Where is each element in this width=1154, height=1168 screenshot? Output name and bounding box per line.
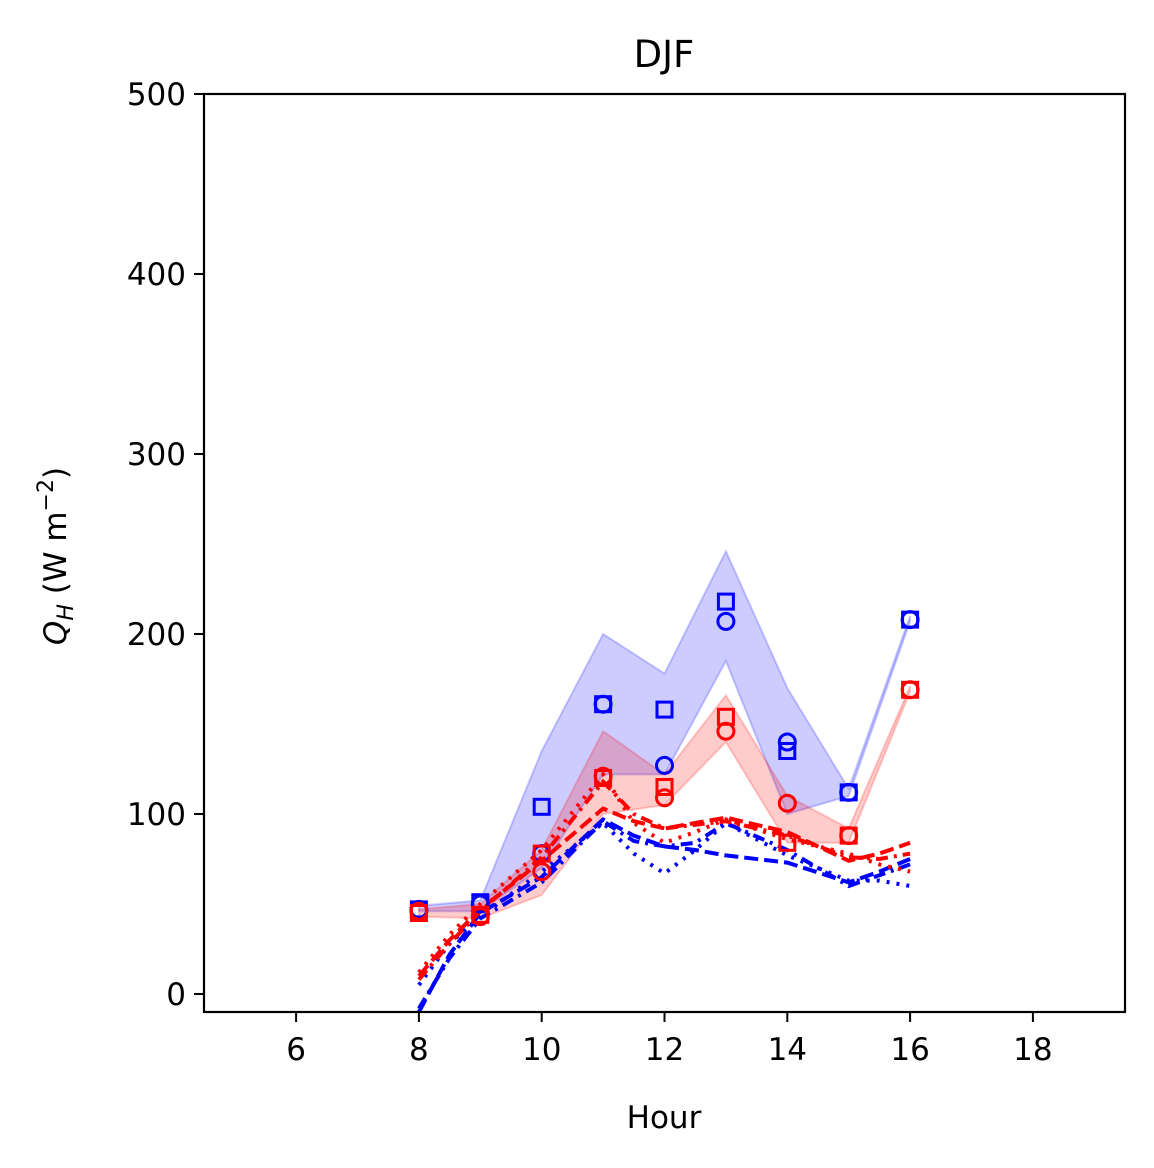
x-tick-label: 6: [286, 1032, 306, 1068]
square-marker: [778, 742, 797, 760]
square-marker: [716, 707, 735, 726]
square-marker: [655, 700, 674, 719]
square-marker: [532, 797, 551, 816]
uncertainty-band-1: [417, 548, 912, 913]
circle-marker: [655, 788, 674, 808]
square-marker: [655, 778, 674, 796]
square-marker: [901, 610, 920, 629]
x-axis-ticks: 6 8 10 12 14 16 18: [286, 1012, 1053, 1068]
circle-marker: [716, 611, 736, 631]
y-tick-label: 300: [127, 437, 186, 473]
y-axis-title-exponent: −2: [34, 479, 59, 511]
y-tick-label: 400: [127, 257, 186, 293]
x-tick-label: 16: [890, 1032, 929, 1068]
circle-marker: [532, 862, 552, 882]
y-axis-title-close: ): [38, 467, 74, 479]
y-tick-label: 100: [127, 797, 186, 833]
square-marker: [532, 844, 551, 863]
x-tick-label: 14: [768, 1032, 807, 1068]
square-marker: [409, 904, 428, 922]
x-tick-label: 12: [645, 1032, 684, 1068]
x-tick-label: 10: [522, 1032, 561, 1068]
y-axis-title-symbol: Q: [38, 621, 74, 645]
square-marker: [778, 833, 797, 852]
square-marker: [839, 826, 858, 845]
y-axis-title-subscript: H: [54, 604, 79, 621]
y-tick-label: 200: [127, 617, 186, 653]
square-marker: [839, 783, 858, 802]
x-tick-label: 8: [409, 1032, 429, 1068]
series-line-5: [417, 770, 911, 974]
series-line-3: [417, 818, 911, 1010]
square-marker: [716, 592, 735, 611]
y-axis-title-unit: (W m: [38, 511, 74, 604]
y-tick-label: 500: [127, 77, 186, 113]
circle-marker: [655, 755, 674, 775]
square-marker: [594, 769, 613, 787]
data-markers: [409, 592, 920, 927]
x-axis-title: Hour: [627, 1100, 702, 1136]
chart-title: DJF: [634, 33, 695, 76]
y-axis-title: QH (W m−2): [34, 467, 79, 645]
square-marker: [471, 905, 490, 924]
square-marker: [594, 695, 613, 714]
circle-marker: [777, 793, 797, 813]
x-tick-label: 18: [1013, 1032, 1052, 1068]
square-marker: [901, 680, 920, 699]
y-axis-ticks: 0 100 200 300 400 500: [127, 77, 204, 1013]
y-tick-label: 0: [166, 977, 186, 1013]
